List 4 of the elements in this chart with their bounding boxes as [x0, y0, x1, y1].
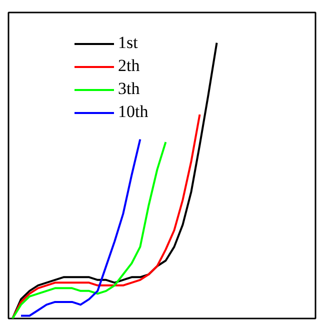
legend-label: 2th	[118, 56, 140, 76]
legend-label: 3th	[118, 79, 140, 99]
legend-label: 1st	[118, 33, 138, 53]
legend-label: 10th	[118, 102, 148, 122]
